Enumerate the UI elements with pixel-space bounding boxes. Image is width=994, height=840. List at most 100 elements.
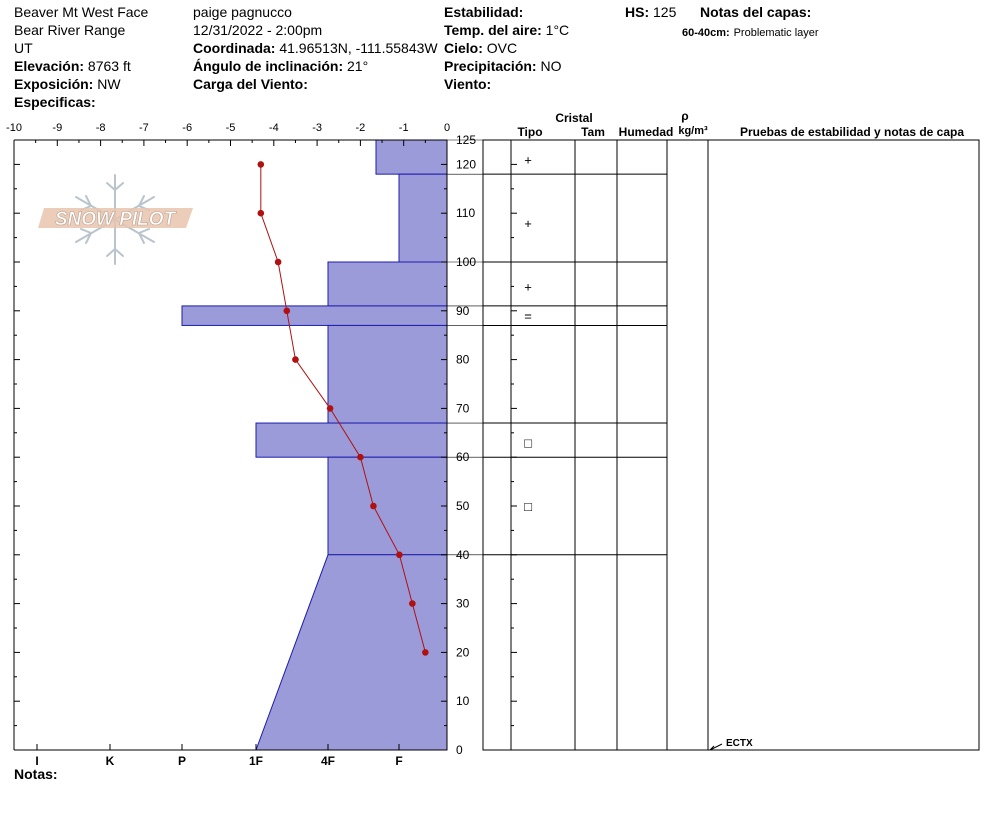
sky-label: Cielo:	[444, 40, 483, 56]
coordinates-label: Coordinada:	[193, 40, 276, 56]
hardness-tick-label: 1F	[249, 754, 263, 768]
temperature-point	[292, 356, 299, 363]
stability-test-arrowhead	[708, 745, 715, 751]
hs-value: 125	[653, 4, 677, 20]
logo-banner: SNOW PILOT	[38, 208, 193, 230]
coordinates: Coordinada: 41.96513N, -111.55843W	[193, 39, 438, 57]
temperature-point	[396, 551, 403, 559]
hardness-layer-3	[181, 305, 448, 326]
layer-note: 60-40cm: Problematic layer	[682, 22, 819, 42]
hardness-layer-1	[398, 173, 448, 263]
hardness-layer-4	[327, 324, 448, 424]
moisture-header: Humedad	[619, 125, 674, 139]
slope-label: Ángulo de inclinación:	[193, 58, 344, 74]
rho-header: ρ	[681, 109, 688, 123]
temperature-point	[257, 209, 265, 217]
temperature-point	[283, 307, 291, 315]
layer-note-range: 60-40cm:	[682, 27, 730, 39]
hardness-tick-label: 4F	[321, 754, 335, 768]
elevation-label: Elevación:	[14, 58, 85, 74]
temperature-point	[409, 600, 416, 607]
stability-test-label: ECTX	[726, 738, 753, 749]
specifics-label: Especificas:	[14, 94, 96, 110]
depth-tick-label: 10	[456, 694, 470, 708]
table-frame	[482, 139, 980, 751]
depth-tick-label: 70	[456, 401, 470, 415]
size-header: Tam	[581, 125, 605, 139]
plot-frame	[13, 139, 448, 751]
temp-tick-label: 0	[444, 122, 450, 134]
temp-tick-label: -5	[226, 122, 236, 134]
wind-label: Viento:	[444, 76, 492, 92]
temp-tick-label: -10	[6, 122, 22, 134]
stability-test-pointer	[709, 743, 723, 751]
aspect-value: NW	[97, 76, 121, 92]
sky: Cielo: OVC	[444, 39, 517, 57]
slope-value: 21°	[347, 58, 369, 74]
precipitation: Precipitación: NO	[444, 57, 561, 75]
slope-angle: Ángulo de inclinación: 21°	[193, 57, 368, 75]
temp-tick-label: -4	[269, 122, 279, 134]
hs-label: HS:	[625, 4, 650, 20]
layer-note-text: Problematic layer	[733, 27, 819, 39]
temp-tick-label: -3	[312, 122, 322, 134]
crystal-symbol: +	[524, 153, 532, 168]
depth-tick-label: 0	[456, 743, 463, 757]
temperature-point	[357, 453, 364, 461]
hardness-tick-label: K	[106, 754, 115, 768]
layer-notes-label: Notas del capas:	[700, 4, 812, 20]
depth-tick-label: 80	[456, 353, 470, 367]
depth-tick-label: 50	[456, 499, 470, 513]
elevation-value: 8763 ft	[87, 58, 131, 74]
layer-table: Cristal Tipo Tam Humedad ρ kg/m³ Pruebas…	[447, 109, 980, 751]
temp-tick-label: -9	[52, 122, 62, 134]
air-temp-label: Temp. del aire:	[444, 22, 542, 38]
temp-tick-label: -7	[139, 122, 149, 134]
aspect: Exposición: NW	[14, 75, 121, 93]
precip-value: NO	[540, 58, 562, 74]
axes: -10 -9 -8 -7 -6 -5 -4 -3 -2 -1 0010203040506070809…	[6, 122, 476, 768]
crystal-symbol: □	[524, 436, 532, 451]
wind-load-label: Carga del Viento:	[193, 76, 308, 92]
air-temp: Temp. del aire: 1°C	[444, 21, 569, 39]
coordinates-value: 41.96513N, -111.55843W	[279, 40, 438, 56]
hardness-layer-2	[327, 261, 448, 307]
hardness-layer-0	[375, 139, 448, 175]
temp-tick-label: -1	[399, 122, 409, 134]
temperature-point	[274, 258, 282, 266]
depth-tick-label: 20	[456, 645, 470, 659]
tests-header: Pruebas de estabilidad y notas de capa	[740, 125, 964, 139]
elevation: Elevación: 8763 ft	[14, 57, 131, 75]
temperature-point	[422, 649, 429, 656]
logo-text: SNOW PILOT	[55, 209, 177, 230]
state: UT	[14, 40, 33, 56]
hardness-tick-label: F	[395, 754, 402, 768]
crystal-symbol: +	[524, 216, 532, 231]
type-header: Tipo	[517, 125, 542, 139]
mountain-range: Bear River Range	[14, 22, 126, 38]
crystal-header: Cristal	[555, 111, 592, 125]
temp-tick-label: -8	[96, 122, 106, 134]
hardness-layer-6	[327, 456, 448, 556]
crystal-symbol: +	[524, 279, 532, 294]
sky-value: OVC	[486, 40, 518, 56]
temperature-point	[370, 502, 377, 510]
hardness-profile	[181, 139, 448, 751]
crystal-symbol: □	[524, 499, 532, 514]
hardness-tick-label: P	[178, 754, 186, 768]
stability-label: Estabilidad:	[444, 4, 524, 20]
temp-tick-label: -2	[356, 122, 366, 134]
temperature-point	[257, 161, 265, 168]
observer: paige pagnucco	[193, 4, 292, 20]
snow-height: HS: 125	[625, 3, 676, 21]
depth-tick-label: 30	[456, 597, 470, 611]
temperature-point	[326, 405, 334, 412]
depth-tick-label: 90	[456, 304, 470, 318]
depth-tick-label: 120	[456, 157, 476, 171]
hardness-layer-7	[255, 554, 448, 751]
precip-label: Precipitación:	[444, 58, 537, 74]
air-temp-value: 1°C	[545, 22, 570, 38]
hardness-layer-5	[255, 422, 448, 458]
density-header: kg/m³	[678, 125, 708, 137]
